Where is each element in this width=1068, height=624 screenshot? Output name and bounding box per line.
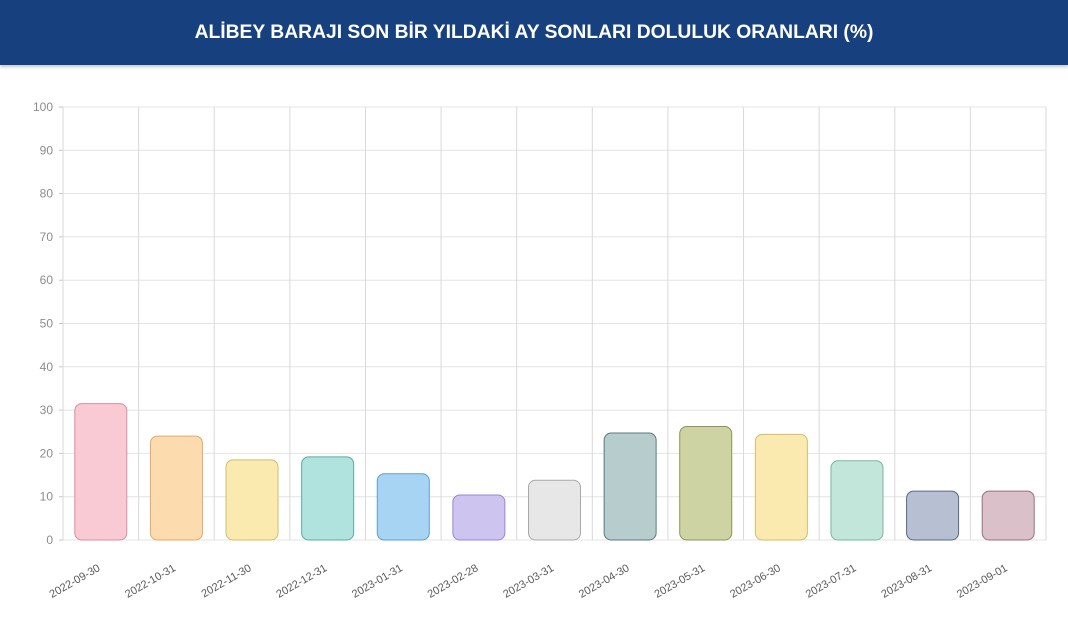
svg-text:2022-12-31: 2022-12-31 <box>274 562 329 601</box>
svg-text:2023-01-31: 2023-01-31 <box>350 562 405 601</box>
svg-text:50: 50 <box>40 317 54 331</box>
svg-text:80: 80 <box>40 187 54 201</box>
svg-text:70: 70 <box>40 230 54 244</box>
svg-text:20: 20 <box>40 446 54 460</box>
svg-text:2023-06-30: 2023-06-30 <box>728 562 783 601</box>
svg-text:90: 90 <box>40 143 54 157</box>
svg-text:0: 0 <box>46 533 53 547</box>
svg-text:2023-07-31: 2023-07-31 <box>804 562 859 601</box>
svg-text:2023-08-31: 2023-08-31 <box>879 562 934 601</box>
svg-text:40: 40 <box>40 360 54 374</box>
svg-text:2022-10-31: 2022-10-31 <box>123 562 178 601</box>
svg-text:100: 100 <box>33 100 53 114</box>
svg-text:2022-11-30: 2022-11-30 <box>200 562 254 600</box>
svg-text:30: 30 <box>40 403 54 417</box>
svg-text:2023-09-01: 2023-09-01 <box>955 562 1010 601</box>
svg-text:2023-03-31: 2023-03-31 <box>501 562 556 601</box>
svg-text:2022-09-30: 2022-09-30 <box>48 562 103 601</box>
svg-text:2023-04-30: 2023-04-30 <box>577 562 632 601</box>
svg-text:2023-02-28: 2023-02-28 <box>426 562 481 601</box>
svg-text:10: 10 <box>40 490 54 504</box>
svg-text:2023-05-31: 2023-05-31 <box>652 562 707 601</box>
svg-text:60: 60 <box>40 273 54 287</box>
